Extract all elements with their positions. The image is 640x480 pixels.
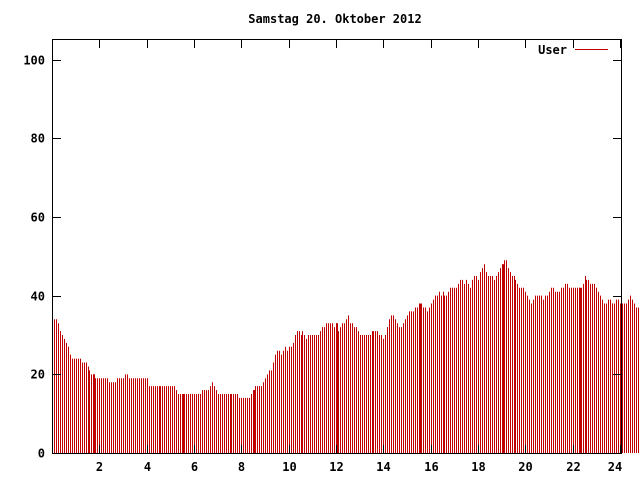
y-axis: 0 20 40 60 80 100 [23, 54, 621, 461]
x-tick-label: 18 [471, 460, 485, 474]
y-tick-label: 0 [38, 447, 45, 461]
x-tick-label: 10 [282, 460, 296, 474]
legend-label-user: User [538, 43, 567, 57]
bar-highlight [502, 264, 504, 453]
bar-highlight [182, 394, 184, 453]
bar-highlight [579, 287, 581, 453]
y-tick-label: 40 [31, 290, 45, 304]
bar-highlight [253, 390, 255, 453]
x-tick-label: 8 [238, 460, 245, 474]
x-tick-label: 12 [329, 460, 343, 474]
bar-series-user [54, 260, 639, 453]
x-tick-label: 6 [191, 460, 198, 474]
y-tick-label: 80 [31, 132, 45, 146]
x-tick-label: 16 [424, 460, 438, 474]
y-tick-label: 60 [31, 211, 45, 225]
x-tick-label: 22 [566, 460, 580, 474]
x-tick-label: 4 [144, 460, 151, 474]
bar-highlight [93, 374, 95, 453]
x-tick-label: 24 [608, 460, 622, 474]
plot-frame [52, 39, 622, 454]
y-tick-label: 20 [31, 368, 45, 382]
chart-title: Samstag 20. Oktober 2012 [248, 12, 421, 26]
x-tick-label: 2 [96, 460, 103, 474]
x-tick-label: 20 [518, 460, 532, 474]
y-tick-label: 100 [23, 54, 45, 68]
bar-highlight [419, 303, 421, 453]
bar-highlight [336, 323, 338, 453]
x-tick-label: 14 [376, 460, 390, 474]
legend: User [538, 43, 608, 57]
x-axis: 2 4 6 8 10 12 14 16 18 20 22 24 [96, 40, 622, 474]
